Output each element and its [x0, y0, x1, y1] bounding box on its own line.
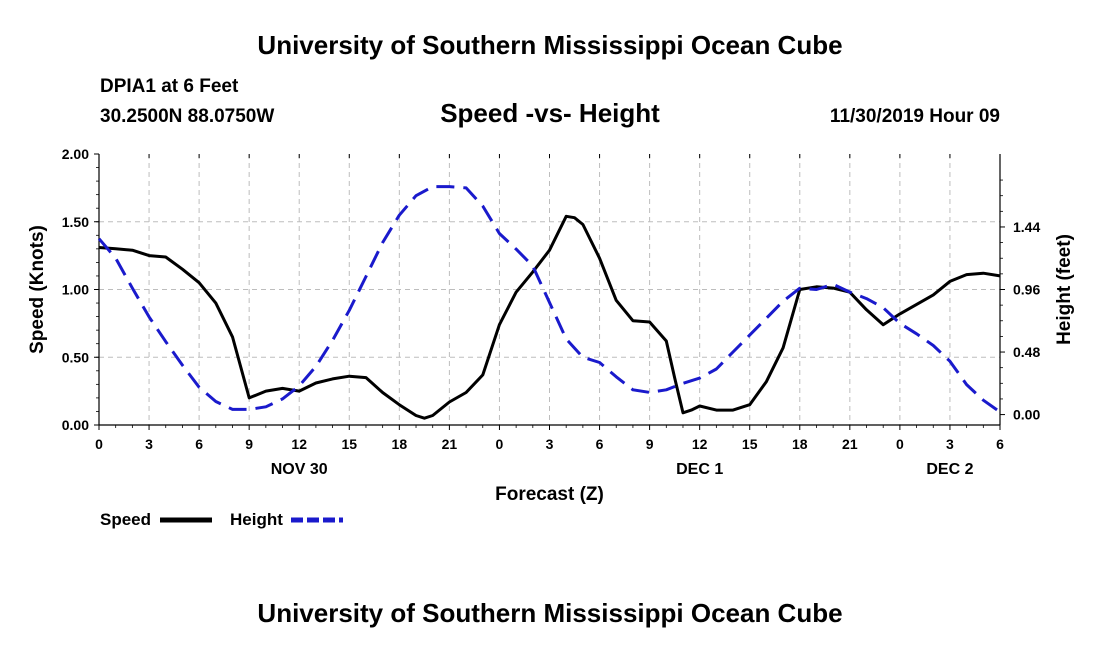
y2-axis-title: Height (feet)	[1054, 234, 1075, 345]
station-coordinates: 30.2500N 88.0750W	[100, 106, 275, 127]
x-tick-label: 0	[95, 436, 103, 452]
page-title: University of Southern Mississippi Ocean…	[257, 30, 843, 60]
y-tick-label: 1.50	[62, 214, 89, 230]
y-tick-label: 0.50	[62, 349, 89, 365]
axis-labels: 0 3 6 9 12 15 18 21 0 3 6 9 12 15 18 21 0 3 6 NOV 30 DEC 1 DE…	[27, 146, 1075, 523]
x-tick-label: 9	[245, 436, 253, 452]
x-tick-label: 6	[596, 436, 604, 452]
height-series-line	[97, 185, 1001, 414]
x-tick-label: 0	[896, 436, 904, 452]
x-tick-label: 21	[842, 436, 858, 452]
legend-speed-label: Speed	[100, 510, 152, 529]
x-tick-label: 6	[996, 436, 1004, 452]
y2-tick-label: 1.44	[1013, 219, 1040, 235]
x-tick-label: 18	[792, 436, 808, 452]
x-tick-label: 21	[442, 436, 458, 452]
x-tick-label: 15	[341, 436, 357, 452]
axes	[94, 153, 1005, 430]
x-tick-label: 0	[496, 436, 504, 452]
y2-tick-label: 0.48	[1013, 344, 1040, 360]
y2-tick-label: 0.96	[1013, 282, 1040, 298]
day-label: DEC 2	[926, 461, 973, 478]
x-tick-label: 3	[145, 436, 153, 452]
day-label: DEC 1	[676, 461, 723, 478]
x-tick-label: 9	[646, 436, 654, 452]
x-tick-label: 12	[291, 436, 307, 452]
x-tick-label: 6	[195, 436, 203, 452]
chart-title: Speed -vs- Height	[440, 98, 660, 128]
x-tick-label: 3	[546, 436, 554, 452]
y-tick-label: 1.00	[62, 282, 89, 298]
grid-lines	[99, 154, 1000, 425]
station-label: DPIA1 at 6 Feet	[100, 76, 239, 97]
x-tick-label: 12	[692, 436, 708, 452]
x-tick-label: 3	[946, 436, 954, 452]
day-label: NOV 30	[271, 461, 328, 478]
y2-tick-label: 0.00	[1013, 407, 1040, 423]
x-tick-label: 18	[392, 436, 408, 452]
speed-series-line	[98, 214, 1001, 420]
y-tick-label: 0.00	[62, 417, 89, 433]
y-axis-title: Speed (Knots)	[27, 225, 48, 354]
x-axis-title: Forecast (Z)	[495, 484, 604, 505]
legend-height-label: Height	[230, 510, 283, 529]
series	[97, 185, 1001, 420]
y-tick-label: 2.00	[62, 146, 89, 162]
forecast-datetime: 11/30/2019 Hour 09	[829, 106, 1000, 127]
footer-title: University of Southern Mississippi Ocean…	[257, 598, 843, 628]
x-tick-label: 15	[742, 436, 758, 452]
